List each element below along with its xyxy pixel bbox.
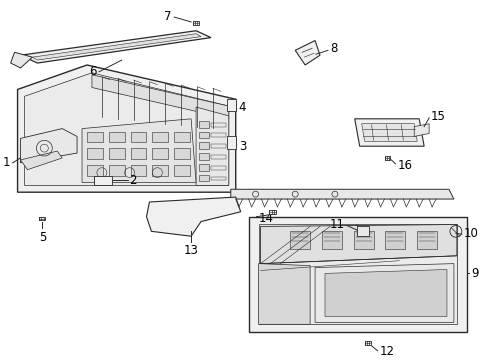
Polygon shape xyxy=(261,225,457,264)
Bar xyxy=(152,148,168,159)
Text: 8: 8 xyxy=(330,42,337,55)
Polygon shape xyxy=(414,124,429,136)
Bar xyxy=(357,226,368,236)
Polygon shape xyxy=(362,124,417,141)
Bar xyxy=(211,176,226,180)
Bar xyxy=(227,136,236,149)
Bar xyxy=(131,165,147,176)
Polygon shape xyxy=(259,264,310,324)
Polygon shape xyxy=(231,189,454,199)
Bar xyxy=(385,156,390,159)
Text: 5: 5 xyxy=(39,231,46,244)
Text: 10: 10 xyxy=(464,227,479,240)
Text: 11: 11 xyxy=(330,218,345,231)
Bar xyxy=(211,144,226,148)
Bar xyxy=(386,231,405,249)
Text: 13: 13 xyxy=(184,244,198,257)
Bar xyxy=(152,165,168,176)
Polygon shape xyxy=(248,217,467,332)
Bar xyxy=(199,153,209,160)
Bar xyxy=(211,155,226,159)
Polygon shape xyxy=(24,73,229,185)
Text: 12: 12 xyxy=(380,345,394,358)
Bar xyxy=(87,148,103,159)
Polygon shape xyxy=(82,119,196,183)
Bar xyxy=(87,131,103,142)
Polygon shape xyxy=(259,225,457,324)
Bar xyxy=(87,165,103,176)
Polygon shape xyxy=(21,151,62,170)
Bar xyxy=(152,131,168,142)
Bar xyxy=(109,131,124,142)
Bar xyxy=(199,164,209,171)
Polygon shape xyxy=(147,197,241,236)
Polygon shape xyxy=(18,65,236,192)
Bar xyxy=(270,210,275,213)
Bar xyxy=(94,176,100,185)
Text: 16: 16 xyxy=(397,159,413,172)
Bar xyxy=(365,341,371,345)
Polygon shape xyxy=(21,129,77,163)
Bar xyxy=(199,175,209,181)
Polygon shape xyxy=(11,52,32,68)
Text: 7: 7 xyxy=(164,10,171,23)
Text: 4: 4 xyxy=(239,100,246,113)
Polygon shape xyxy=(325,270,447,316)
Bar xyxy=(354,231,373,249)
Bar xyxy=(290,231,310,249)
Polygon shape xyxy=(196,107,229,185)
Bar xyxy=(211,166,226,170)
Bar xyxy=(211,134,226,138)
Bar xyxy=(131,148,147,159)
Polygon shape xyxy=(315,264,454,322)
Bar xyxy=(199,142,209,149)
Bar xyxy=(417,231,437,249)
Polygon shape xyxy=(355,119,424,146)
Bar xyxy=(199,121,209,127)
Text: 9: 9 xyxy=(471,267,478,280)
Polygon shape xyxy=(21,31,211,63)
Text: 6: 6 xyxy=(89,66,97,78)
Text: 15: 15 xyxy=(431,111,446,123)
Bar xyxy=(227,99,236,111)
Text: 2: 2 xyxy=(130,174,137,187)
Bar xyxy=(174,165,190,176)
Bar xyxy=(174,131,190,142)
Bar xyxy=(211,123,226,127)
Bar xyxy=(39,217,46,220)
Bar xyxy=(322,231,342,249)
Polygon shape xyxy=(92,75,229,119)
Bar xyxy=(199,131,209,138)
Bar xyxy=(94,176,112,185)
Text: 1: 1 xyxy=(3,156,11,169)
Bar xyxy=(131,131,147,142)
Bar xyxy=(174,148,190,159)
Text: 14: 14 xyxy=(259,212,273,225)
Bar xyxy=(109,165,124,176)
Polygon shape xyxy=(295,41,320,65)
Text: 3: 3 xyxy=(239,140,246,153)
Polygon shape xyxy=(32,34,201,60)
Bar xyxy=(109,148,124,159)
Bar xyxy=(193,21,199,25)
